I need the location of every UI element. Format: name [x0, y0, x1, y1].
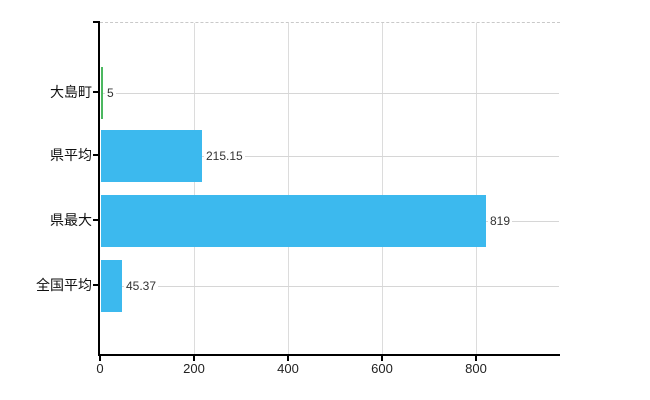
x-gridline	[194, 23, 195, 355]
category-label: 県最大	[50, 212, 92, 228]
plot-area: 5 215.15 819 45.37	[100, 22, 560, 355]
x-axis-tick	[475, 356, 477, 361]
row-gridline	[101, 93, 559, 94]
x-axis-tick	[193, 356, 195, 361]
x-tick-label: 800	[465, 361, 487, 376]
category-label: 大島町	[50, 84, 92, 100]
value-label: 45.37	[124, 278, 159, 294]
y-axis-tick	[93, 91, 100, 93]
bar	[101, 130, 202, 182]
bar	[101, 67, 103, 119]
value-label: 819	[488, 213, 513, 229]
x-tick-label: 400	[277, 361, 299, 376]
x-axis-tick	[287, 356, 289, 361]
x-gridline	[288, 23, 289, 355]
x-axis-line	[98, 354, 560, 356]
value-label: 5	[105, 85, 116, 101]
x-tick-label: 200	[183, 361, 205, 376]
y-axis-tick	[93, 284, 100, 286]
x-axis-tick	[381, 356, 383, 361]
row-gridline	[101, 286, 559, 287]
x-axis-tick	[99, 356, 101, 361]
category-label: 全国平均	[36, 277, 92, 293]
row-gridline	[101, 156, 559, 157]
y-axis-top-tick	[93, 21, 100, 23]
y-axis-line	[98, 22, 100, 354]
value-label: 215.15	[204, 148, 245, 164]
y-axis-tick	[93, 219, 100, 221]
x-gridline	[382, 23, 383, 355]
bar	[101, 195, 486, 247]
x-tick-label: 0	[96, 361, 104, 376]
y-axis-tick	[93, 154, 100, 156]
bar	[101, 260, 122, 312]
x-tick-label: 600	[371, 361, 393, 376]
category-label: 県平均	[50, 147, 92, 163]
x-gridline	[476, 23, 477, 355]
